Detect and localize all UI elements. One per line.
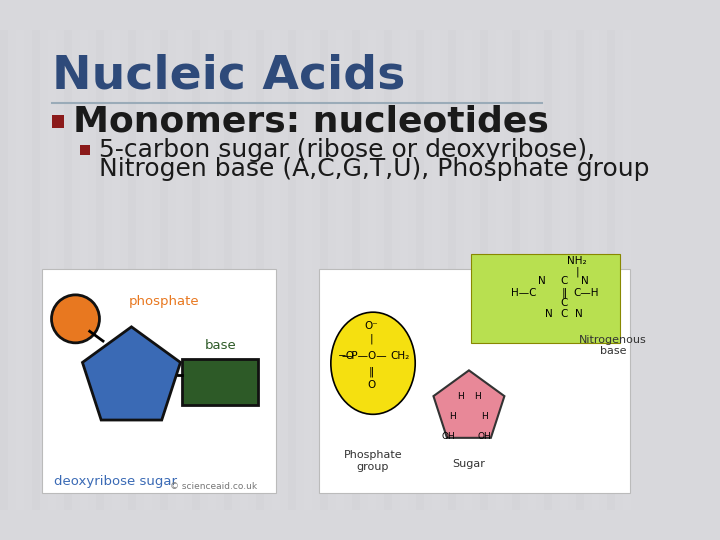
Text: OH: OH [477,433,491,442]
Bar [176,30,184,510]
Text: Sugar: Sugar [452,458,485,469]
Text: O: O [367,380,375,389]
Bar [52,116,64,128]
Text: phosphate: phosphate [129,295,199,308]
Text: CH₂: CH₂ [391,351,410,361]
Text: H: H [474,392,481,401]
Bar [528,30,536,510]
Bar [80,145,90,154]
Bar [351,30,360,510]
Bar [400,30,408,510]
Bar [80,30,88,510]
Bar [495,30,503,510]
Text: N: N [580,275,588,286]
Text: |: | [575,267,579,277]
Text: |: | [369,333,373,343]
Bar [304,30,312,510]
Text: OH: OH [441,433,455,442]
Bar [208,30,216,510]
Text: N: N [538,275,546,286]
Polygon shape [83,327,181,420]
Bar [431,30,440,510]
Text: Nucleic Acids: Nucleic Acids [52,54,405,99]
Bar [480,30,487,510]
Bar [415,30,423,510]
Text: Nitrogenous
base: Nitrogenous base [579,335,647,356]
Text: C: C [560,275,567,286]
Bar [32,30,40,510]
Text: —P—O—: —P—O— [341,351,387,361]
Bar [112,30,120,510]
Bar [0,30,8,510]
FancyBboxPatch shape [42,269,276,493]
Bar [288,30,296,510]
Bar [320,30,328,510]
Text: O⁻: O⁻ [364,321,378,331]
Bar [512,30,520,510]
Bar [96,30,104,510]
Bar [464,30,472,510]
Text: ‖: ‖ [369,367,374,377]
Text: Phosphate
group: Phosphate group [343,450,402,472]
Bar [384,30,392,510]
Bar [575,30,583,510]
Text: H: H [456,392,464,401]
Text: C: C [560,309,567,319]
Bar [128,30,136,510]
Bar [592,30,600,510]
Bar [192,30,200,510]
Text: H: H [482,412,488,421]
Bar [559,30,567,510]
Bar [240,30,248,510]
Circle shape [52,295,99,343]
Bar [224,30,232,510]
Bar [64,30,72,510]
Ellipse shape [330,312,415,414]
Text: N: N [575,309,583,319]
FancyBboxPatch shape [319,269,630,493]
Text: C—H: C—H [573,288,599,298]
Bar [256,30,264,510]
Text: Nitrogen base (A,C,G,T,U), Phosphate group: Nitrogen base (A,C,G,T,U), Phosphate gro… [99,157,650,181]
Text: 5-carbon sugar (ribose or deoxyribose),: 5-carbon sugar (ribose or deoxyribose), [99,138,595,161]
Bar [16,30,24,510]
Bar [144,30,152,510]
Text: NH₂: NH₂ [567,256,587,266]
Text: H: H [449,412,456,421]
Text: −O: −O [338,351,355,361]
Text: H—C: H—C [511,288,536,298]
Bar [182,359,258,405]
Text: C: C [560,298,567,308]
Text: ‖: ‖ [562,288,567,298]
Text: © scienceaid.co.uk: © scienceaid.co.uk [170,482,257,491]
Text: Monomers: nucleotides: Monomers: nucleotides [73,105,549,139]
Bar [471,254,620,343]
Bar [608,30,616,510]
Bar [160,30,168,510]
Bar [368,30,376,510]
Text: N: N [545,309,553,319]
Text: base: base [204,339,236,352]
Bar [544,30,552,510]
Bar [336,30,343,510]
Text: deoxyribose sugar: deoxyribose sugar [54,475,177,488]
Polygon shape [433,370,505,438]
Bar [271,30,280,510]
Bar [448,30,456,510]
Bar [624,30,631,510]
Bar [48,30,56,510]
